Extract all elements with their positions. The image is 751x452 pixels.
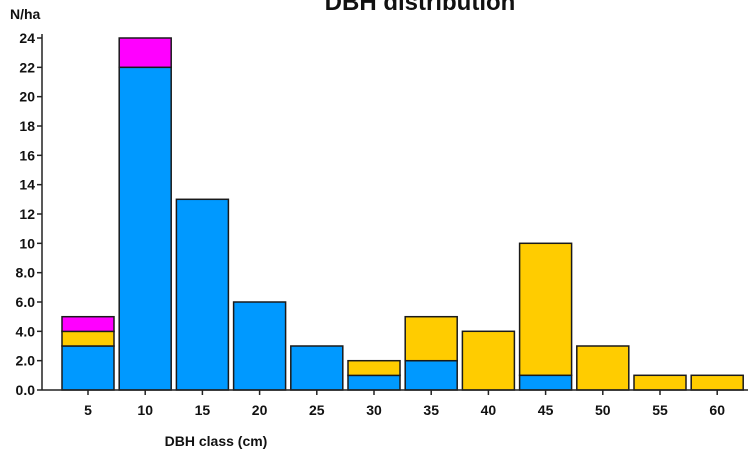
x-tick-label: 30 xyxy=(366,402,382,418)
x-tick-label: 20 xyxy=(252,402,268,418)
bar-30-series-1 xyxy=(347,359,401,377)
y-ticks-group: 0.0 2.0 4.0 6.0 8.0 10 12 14 16 18 20 22 24 xyxy=(16,30,42,398)
x-ticks-group: 5 10 15 20 25 30 35 40 45 50 55 60 xyxy=(84,390,725,418)
bar-10-series-0 xyxy=(118,66,172,391)
x-tick-label: 45 xyxy=(538,402,554,418)
x-tick-label: 50 xyxy=(595,402,611,418)
bar-5-series-0 xyxy=(61,345,115,391)
bar-5-series-1 xyxy=(61,330,115,347)
bar-25-series-0 xyxy=(290,345,344,391)
bar-20-series-0 xyxy=(232,301,287,391)
bar-15-series-0 xyxy=(175,198,230,391)
y-tick-label: 4.0 xyxy=(16,323,36,339)
y-tick-label: 24 xyxy=(19,30,35,46)
chart-title: DBH distribution xyxy=(325,0,516,16)
y-tick-label: 6.0 xyxy=(16,294,36,310)
x-tick-label: 40 xyxy=(481,402,497,418)
y-tick-label: 0.0 xyxy=(16,382,36,398)
bar-5-series-2 xyxy=(61,315,115,333)
x-tick-label: 35 xyxy=(423,402,439,418)
y-tick-label: 20 xyxy=(19,89,35,105)
bars-group xyxy=(61,37,744,391)
bar-60-series-1 xyxy=(690,374,744,391)
bar-35-series-0 xyxy=(404,359,458,391)
bar-35-series-1 xyxy=(404,315,458,362)
x-tick-label: 15 xyxy=(195,402,211,418)
x-axis-label: DBH class (cm) xyxy=(165,433,268,449)
bar-50-series-1 xyxy=(576,345,630,391)
bar-55-series-1 xyxy=(633,374,687,391)
y-tick-label: 14 xyxy=(19,177,35,193)
y-tick-label: 12 xyxy=(19,206,35,222)
bar-10-series-2 xyxy=(118,37,172,69)
x-tick-label: 55 xyxy=(652,402,668,418)
y-tick-label: 16 xyxy=(19,147,35,163)
y-tick-label: 8.0 xyxy=(16,265,36,281)
x-tick-label: 60 xyxy=(709,402,725,418)
x-tick-label: 10 xyxy=(137,402,153,418)
y-axis-label: N/ha xyxy=(10,6,41,22)
y-tick-label: 18 xyxy=(19,118,35,134)
x-tick-label: 25 xyxy=(309,402,325,418)
bar-45-series-1 xyxy=(518,242,573,377)
y-tick-label: 22 xyxy=(19,59,35,75)
bar-30-series-0 xyxy=(347,374,401,391)
y-tick-label: 10 xyxy=(19,235,35,251)
bar-40-series-1 xyxy=(461,330,516,391)
x-tick-label: 5 xyxy=(84,402,92,418)
y-tick-label: 2.0 xyxy=(16,353,36,369)
bar-45-series-0 xyxy=(518,374,573,391)
